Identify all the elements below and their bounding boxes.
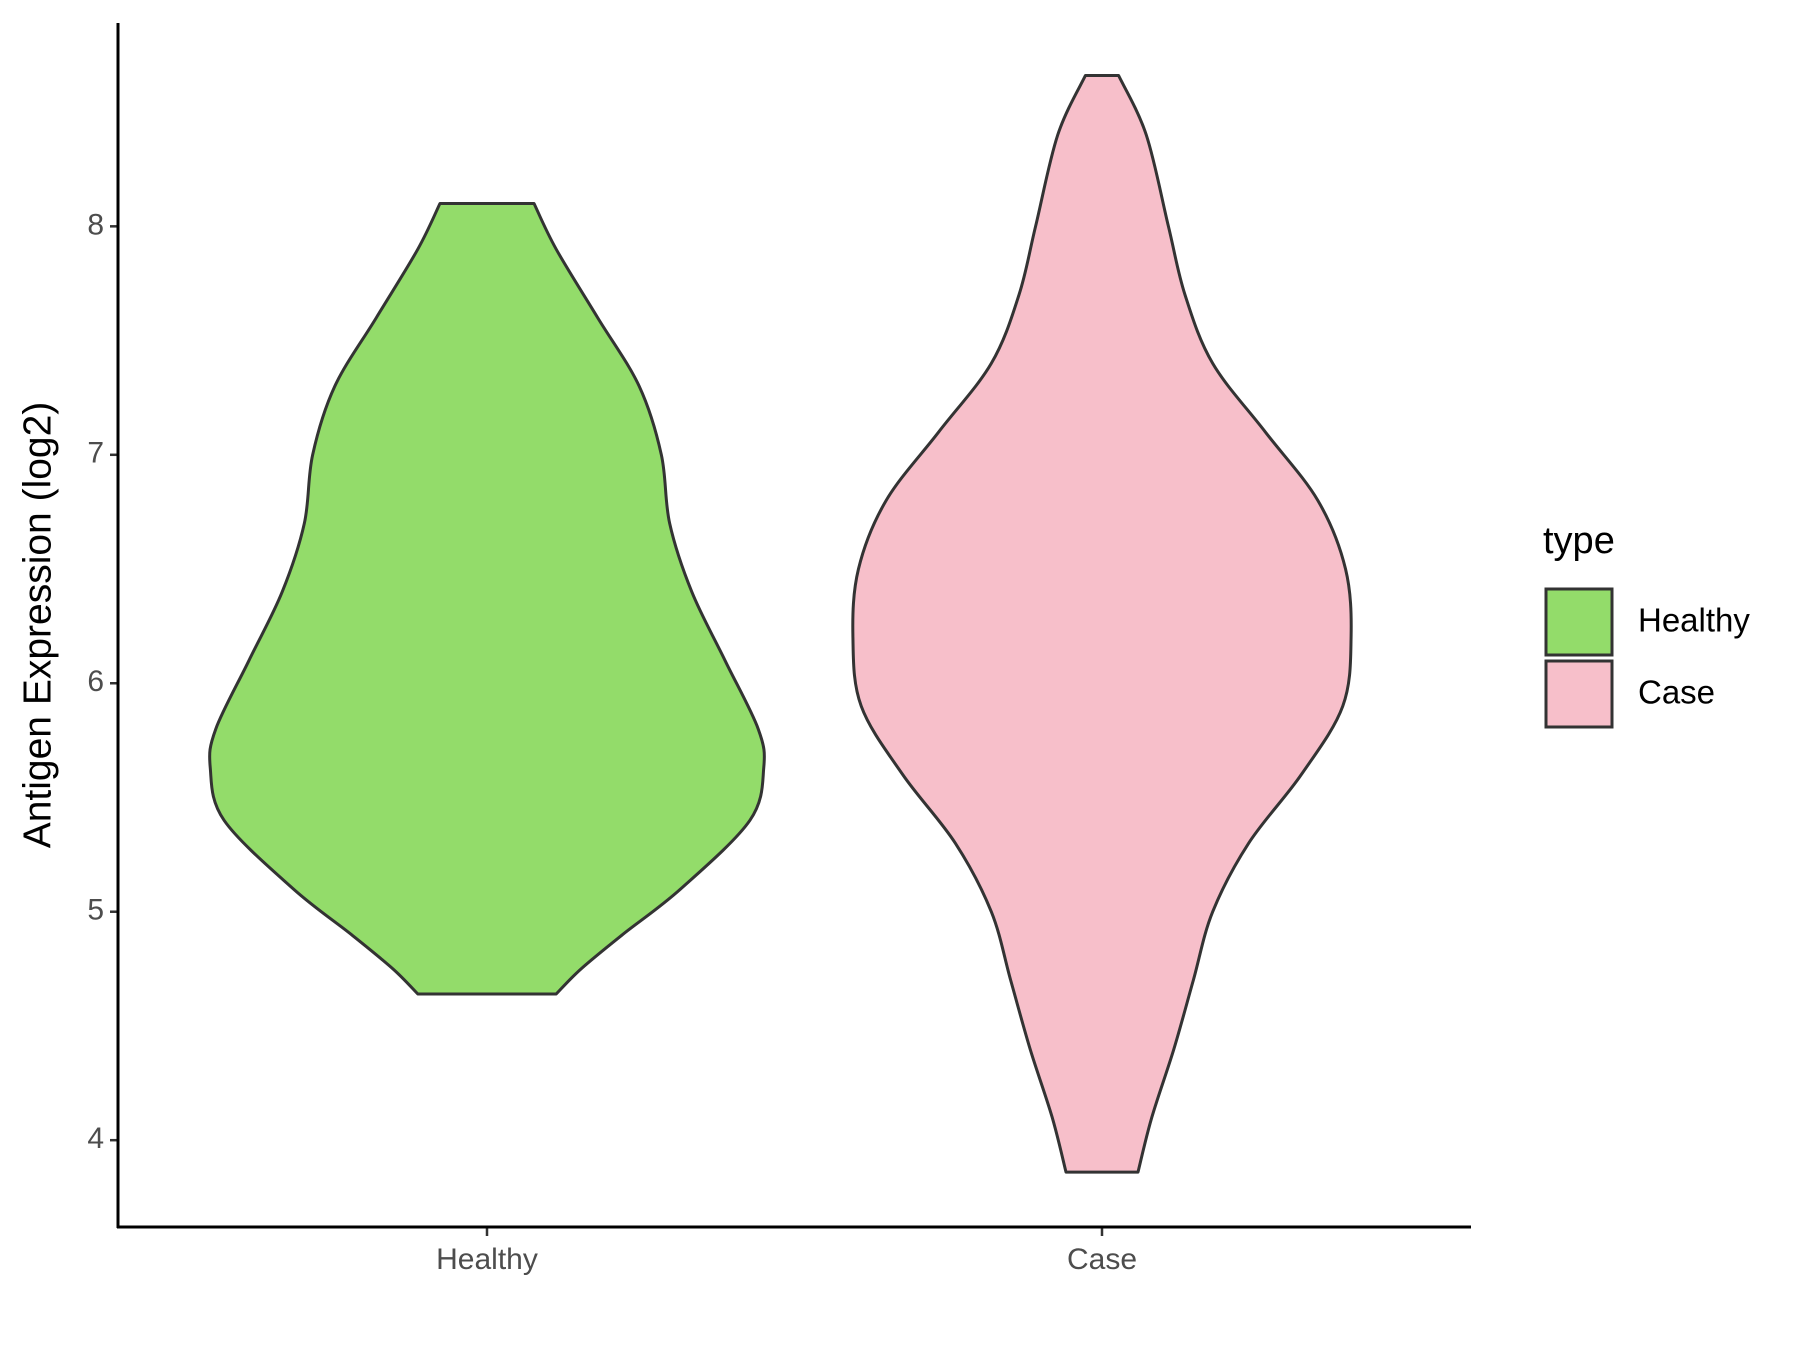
legend-label: Healthy	[1638, 602, 1750, 639]
x-tick-label: Healthy	[436, 1243, 538, 1276]
y-axis-title: Antigen Expression (log2)	[16, 402, 59, 849]
y-tick-label: 8	[87, 208, 104, 241]
y-tick-label: 6	[87, 665, 104, 698]
legend-label: Case	[1638, 674, 1715, 711]
legend-key	[1544, 659, 1614, 729]
y-tick-label: 5	[87, 894, 104, 927]
y-tick-label: 7	[87, 437, 104, 470]
y-tick-label: 4	[87, 1122, 104, 1155]
legend-key	[1544, 587, 1614, 657]
x-tick-label: Case	[1067, 1243, 1137, 1276]
violin	[208, 201, 766, 996]
violin	[851, 74, 1353, 1174]
legend-title: type	[1543, 520, 1615, 562]
